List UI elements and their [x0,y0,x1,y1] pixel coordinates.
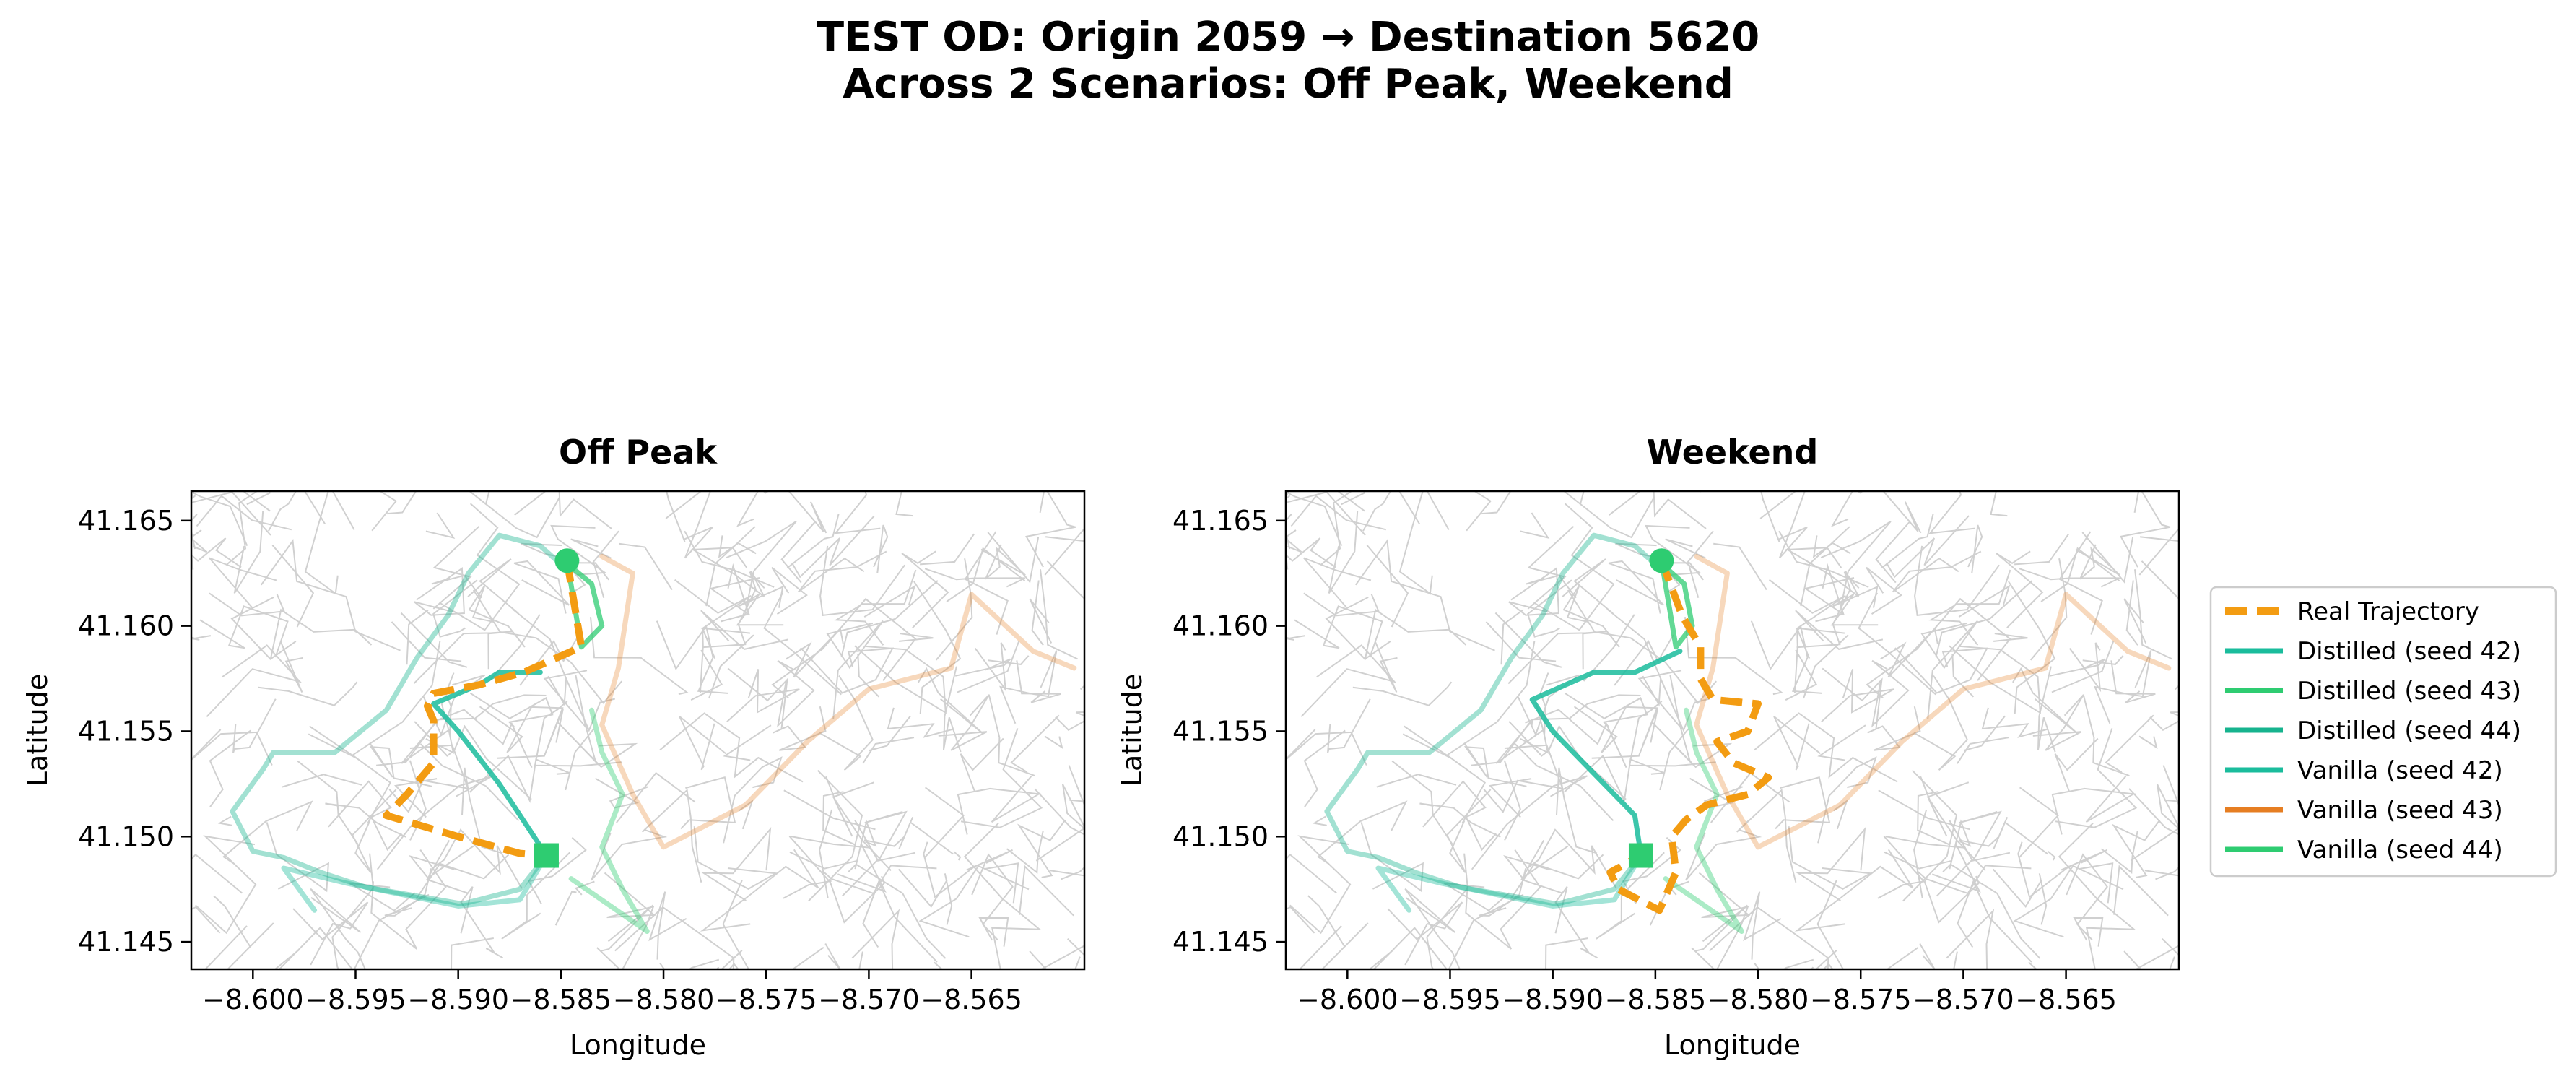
y-tick-label: 41.145 [78,926,174,958]
x-axis-label: Longitude [1664,1029,1801,1061]
y-axis-label: Latitude [22,674,53,787]
legend-label: Distilled (seed 44) [2297,716,2521,745]
plot-area [191,491,1084,969]
y-tick-label: 41.165 [78,505,174,537]
road-network [191,491,1084,969]
trajectory-vanilla-43 [599,553,1077,850]
x-tick-label: −8.595 [1399,984,1501,1015]
x-tick-label: −8.570 [1913,984,2014,1015]
x-tick-label: −8.570 [818,984,920,1015]
trajectory-distilled-44 [1324,532,1654,907]
origin-marker [1649,548,1674,573]
axes-frame [1284,490,2180,971]
figure-title-line1: TEST OD: Origin 2059 → Destination 5620 [817,14,1759,61]
legend: Real Trajectory Distilled (seed 42) Distil… [2209,586,2557,878]
destination-marker [534,843,559,868]
y-tick-label: 41.150 [1172,820,1269,852]
trajectory-distilled-42 [1529,649,1683,858]
legend-label: Vanilla (seed 42) [2297,756,2503,785]
legend-label: Distilled (seed 42) [2297,637,2521,666]
destination-marker [1628,843,1653,868]
origin-marker [554,548,580,573]
x-tick-label: −8.565 [2015,984,2117,1015]
subplot-weekend: −8.600 −8.595 −8.590 −8.585 −8.580 −8.575 −8.5… [1116,433,2180,1061]
y-tick-label: 41.165 [1172,505,1269,537]
x-axis-label: Longitude [570,1029,706,1061]
y-axis-label: Latitude [1116,674,1148,787]
y-tick-label: 41.160 [1172,610,1269,642]
x-tick-label: −8.575 [715,984,817,1015]
road-network [1286,491,2179,969]
trajectory-real [383,560,586,859]
subplot-title: Off Peak [559,433,718,472]
x-tick-label: −8.585 [510,984,612,1015]
x-tick-label: −8.585 [1605,984,1707,1015]
y-tick-label: 41.155 [1172,715,1269,747]
x-tick-label: −8.580 [613,984,715,1015]
figure-title-line2: Across 2 Scenarios: Off Peak, Weekend [843,61,1733,108]
subplot-off-peak: −8.600 −8.595 −8.590 −8.585 −8.580 −8.575 −8.5… [22,433,1086,1061]
x-tick-label: −8.575 [1810,984,1912,1015]
legend-label: Vanilla (seed 44) [2297,836,2503,865]
legend-label: Vanilla (seed 43) [2297,796,2503,825]
trajectory-distilled-43 [558,555,605,650]
subplot-title: Weekend [1647,433,1819,472]
trajectory-real [1606,559,1772,914]
x-tick-label: −8.590 [407,984,509,1015]
trajectory-vanilla-44 [568,707,650,934]
trajectory-distilled-44 [230,532,560,907]
x-tick-label: −8.595 [305,984,406,1015]
y-tick-label: 41.150 [78,820,174,852]
x-tick-label: −8.590 [1502,984,1604,1015]
y-tick-label: 41.145 [1172,926,1269,958]
x-tick-label: −8.565 [921,984,1022,1015]
trajectory-vanilla-42 [281,853,549,913]
x-tick-label: −8.600 [1297,984,1398,1015]
y-tick-label: 41.160 [78,610,174,642]
trajectory-vanilla-44 [1663,707,1744,934]
x-tick-label: −8.580 [1707,984,1809,1015]
x-tick-label: −8.600 [202,984,304,1015]
axes-frame [190,490,1086,971]
legend-label: Distilled (seed 43) [2297,677,2521,706]
trajectory-distilled-42 [431,670,549,858]
trajectory-vanilla-43 [1694,553,2172,850]
plot-area [1286,491,2179,969]
legend-label: Real Trajectory [2297,597,2479,626]
y-tick-label: 41.155 [78,715,174,747]
